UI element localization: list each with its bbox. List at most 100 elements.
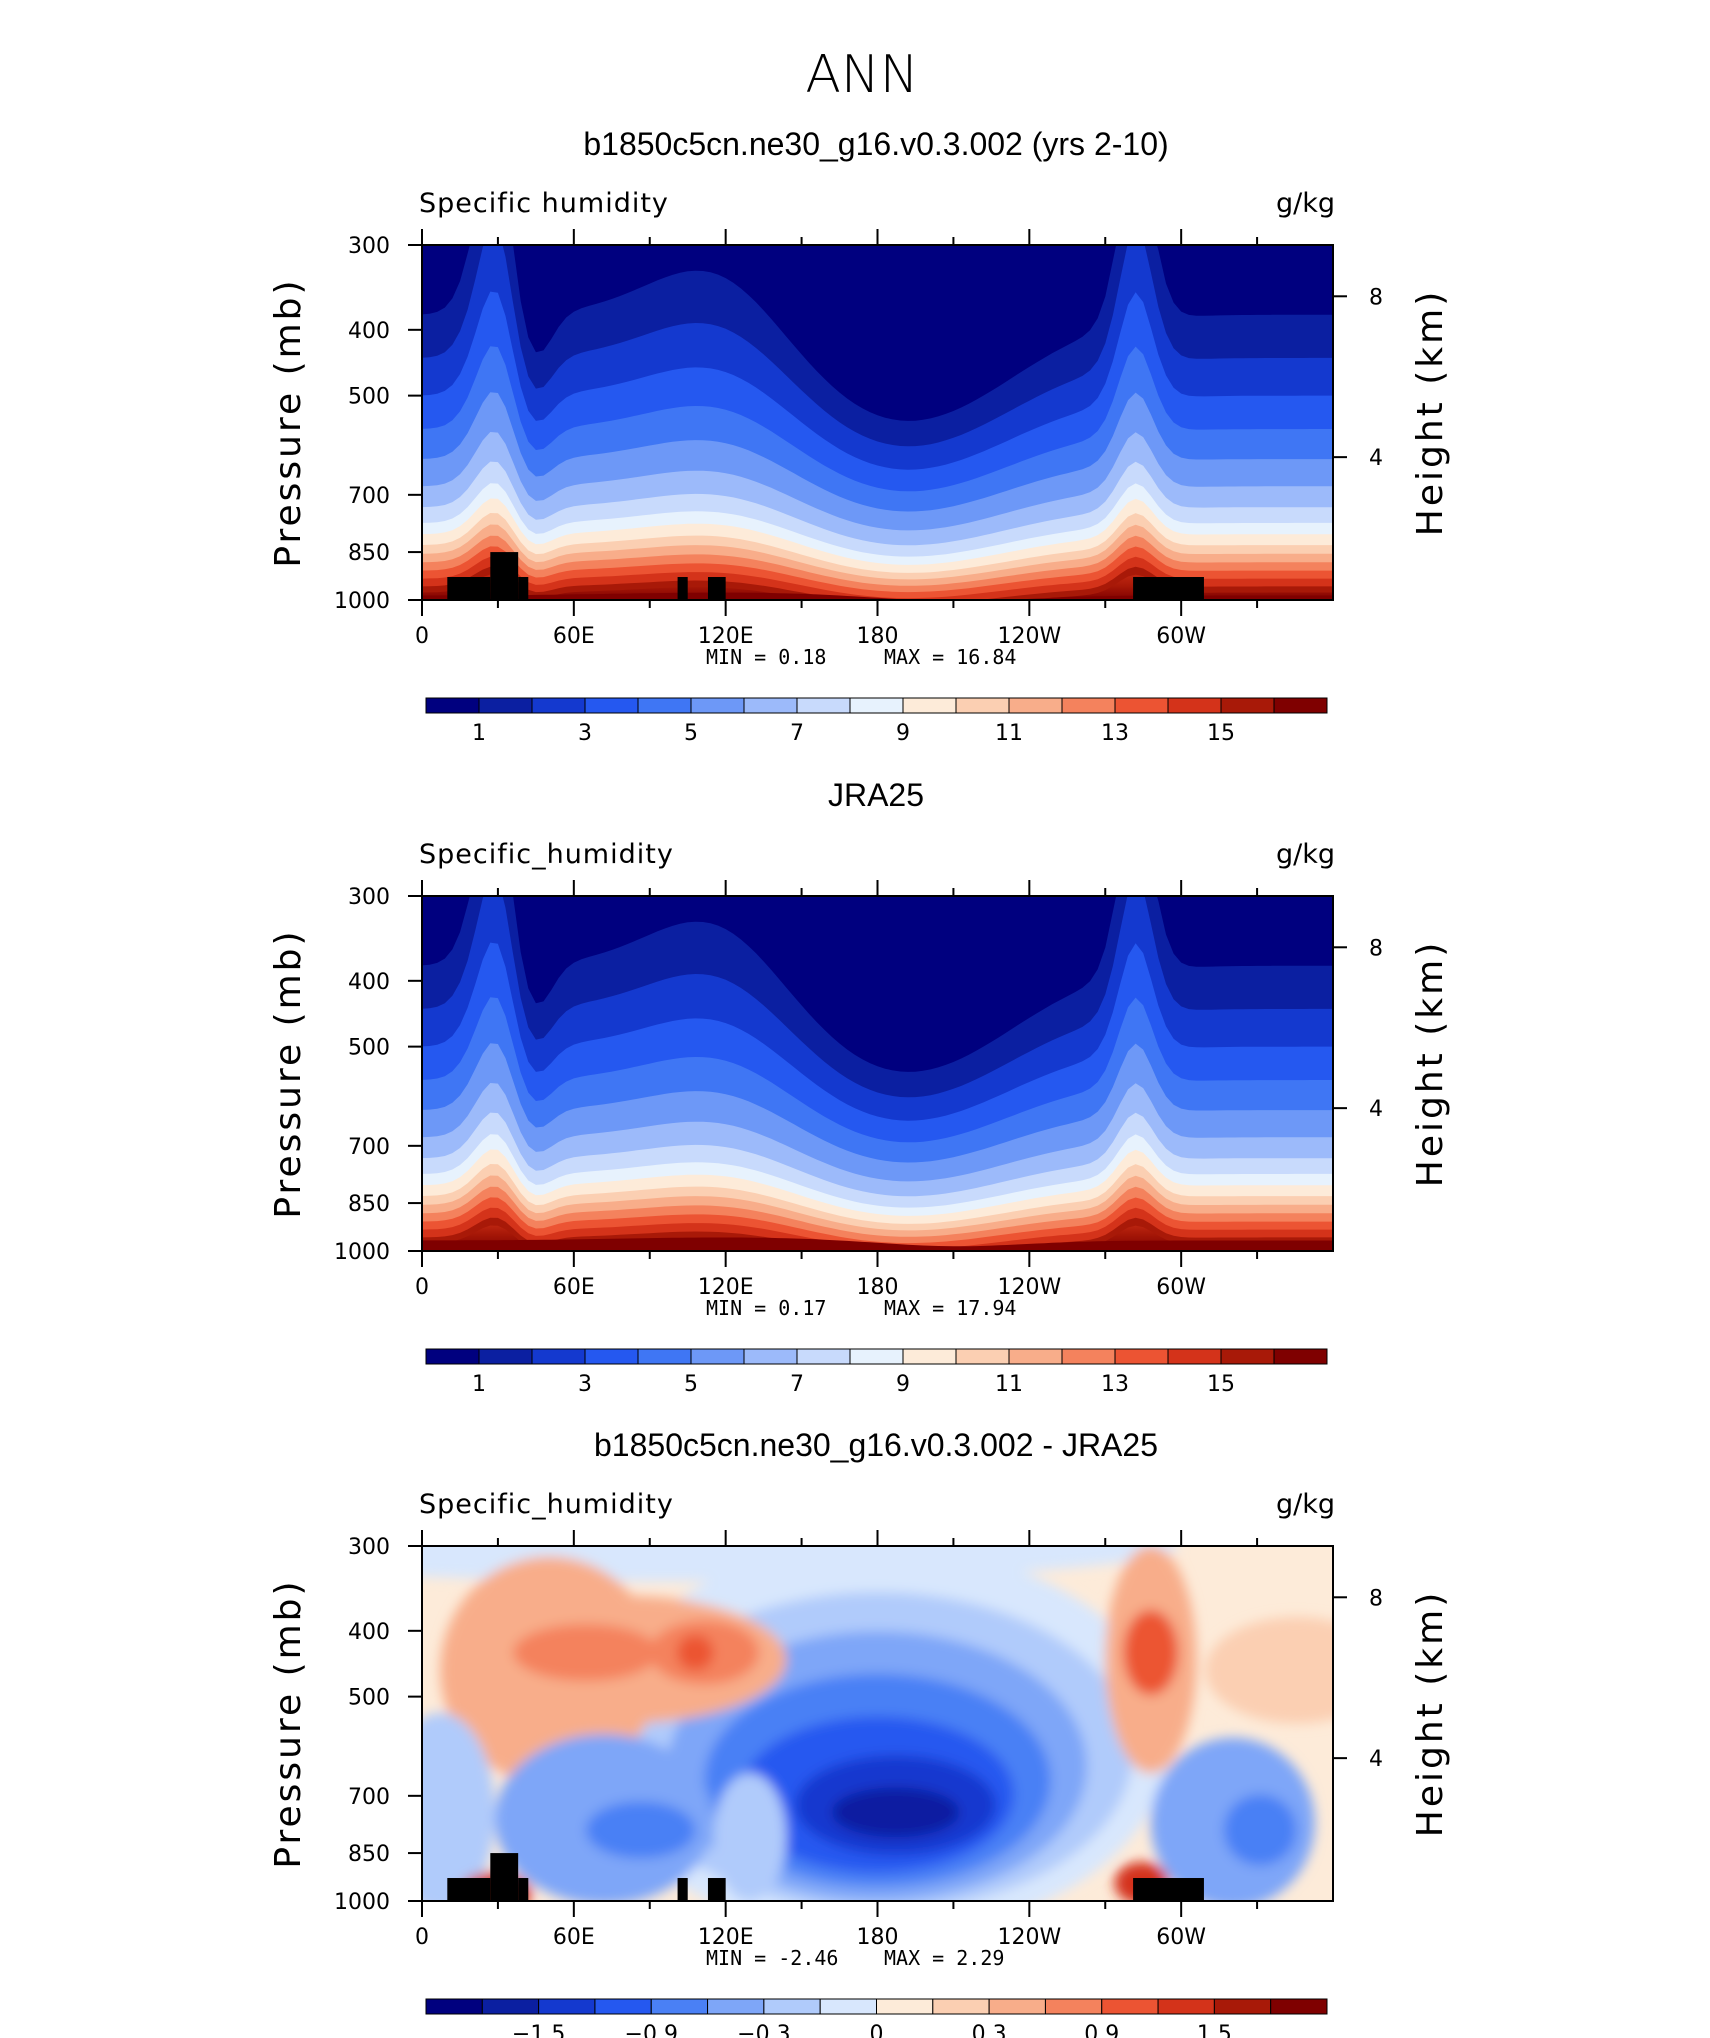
colorbar-swatch xyxy=(531,697,586,714)
colorbar-label: −1.5 xyxy=(512,2022,565,2038)
contour-band xyxy=(422,592,1333,600)
x-tick-label: 120W xyxy=(997,1925,1061,1950)
y-tick-label: 700 xyxy=(348,1135,390,1160)
x-tick-label: 120E xyxy=(698,1925,754,1950)
contour-region xyxy=(1123,1609,1179,1696)
colorbar-label: 5 xyxy=(684,1372,698,1397)
min-value: MIN = 0.17 xyxy=(706,1296,826,1320)
panel-title: b1850c5cn.ne30_g16.v0.3.002 (yrs 2-10) xyxy=(583,126,1168,162)
y-tick-label: 1000 xyxy=(334,1240,390,1265)
contour-field xyxy=(422,245,1333,600)
colorbar-swatch xyxy=(1008,1348,1063,1365)
y2-tick-label: 4 xyxy=(1369,1747,1383,1772)
colorbar-label: 1 xyxy=(472,1372,486,1397)
x-tick-label: 180 xyxy=(857,1275,899,1300)
colorbar: 1 3 5 7 9 11 13 15 xyxy=(425,697,1328,746)
colorbar-swatch xyxy=(932,1998,990,2015)
colorbar-swatch xyxy=(1157,1998,1215,2015)
colorbar-swatch xyxy=(819,1998,877,2015)
contour-region xyxy=(713,1773,787,1901)
colorbar-label: 15 xyxy=(1207,721,1235,746)
colorbar-swatch xyxy=(538,1998,596,2015)
topography-block xyxy=(707,1878,726,1901)
colorbar-label: 1 xyxy=(472,721,486,746)
colorbar-swatch xyxy=(594,1998,652,2015)
y-tick-label: 400 xyxy=(348,1620,390,1645)
colorbar-swatch xyxy=(763,1998,821,2015)
contour-region xyxy=(831,1787,960,1838)
x-tick-label: 60W xyxy=(1156,624,1206,649)
contour-region xyxy=(513,1624,659,1681)
x-tick-label: 0 xyxy=(415,624,429,649)
colorbar-swatch xyxy=(849,1348,904,1365)
variable-label: Specific_humidity xyxy=(419,839,674,870)
units-label: g/kg xyxy=(1276,839,1335,870)
x-tick-label: 60W xyxy=(1156,1925,1206,1950)
colorbar-swatch xyxy=(1167,697,1222,714)
contour-band xyxy=(422,1237,1333,1251)
y-tick-label: 850 xyxy=(348,1842,390,1867)
colorbar-label: 0.3 xyxy=(972,2022,1007,2038)
x-tick-label: 120W xyxy=(997,624,1061,649)
max-value: MAX = 2.29 xyxy=(884,1946,1004,1970)
y2-axis-title: Height (km) xyxy=(1410,940,1451,1187)
colorbar: 1 3 5 7 9 11 13 15 xyxy=(425,1348,1328,1397)
colorbar-swatch xyxy=(690,1348,745,1365)
min-value: MIN = -2.46 xyxy=(706,1946,838,1970)
colorbar-swatch xyxy=(1008,697,1063,714)
colorbar-label: 1.5 xyxy=(1197,2022,1232,2038)
max-value: MAX = 16.84 xyxy=(884,645,1016,669)
topography-block xyxy=(447,1878,491,1901)
x-tick-label: 0 xyxy=(415,1275,429,1300)
colorbar-swatch xyxy=(988,1998,1046,2015)
y-axis-title: Pressure (mb) xyxy=(268,928,309,1218)
y2-axis-title: Height (km) xyxy=(1410,1590,1451,1837)
topography-block xyxy=(490,1853,519,1901)
y-tick-label: 300 xyxy=(348,1535,390,1560)
y-tick-label: 500 xyxy=(348,385,390,410)
colorbar-label: 13 xyxy=(1101,1372,1129,1397)
colorbar-swatch xyxy=(955,697,1010,714)
colorbar-label: 9 xyxy=(896,1372,910,1397)
x-tick-label: 120E xyxy=(698,624,754,649)
figure-title: ANN xyxy=(805,45,918,105)
colorbar-label: 5 xyxy=(684,721,698,746)
colorbar-label: 0.9 xyxy=(1084,2022,1119,2038)
colorbar-swatch xyxy=(425,697,480,714)
topography-block xyxy=(707,577,726,600)
panel-title: JRA25 xyxy=(828,777,924,813)
x-tick-label: 0 xyxy=(415,1925,429,1950)
colorbar-swatch xyxy=(1061,1348,1116,1365)
colorbar-swatch xyxy=(1061,697,1116,714)
topography-block xyxy=(677,1878,688,1901)
y-tick-label: 500 xyxy=(348,1686,390,1711)
colorbar-swatch xyxy=(796,697,851,714)
colorbar-label: 3 xyxy=(578,1372,592,1397)
y2-axis-title: Height (km) xyxy=(1410,289,1451,536)
colorbar-swatch xyxy=(955,1348,1010,1365)
colorbar-swatch xyxy=(1273,1348,1328,1365)
colorbar-swatch xyxy=(478,697,533,714)
y-tick-label: 850 xyxy=(348,1192,390,1217)
panel-1: b1850c5cn.ne30_g16.v0.3.002 (yrs 2-10) Sp… xyxy=(268,126,1451,746)
x-tick-label: 60E xyxy=(553,1925,595,1950)
topography-block xyxy=(677,577,688,600)
contour-field xyxy=(422,1546,1333,1901)
y2-tick-label: 4 xyxy=(1369,446,1383,471)
x-tick-label: 120E xyxy=(698,1275,754,1300)
colorbar-label: 9 xyxy=(896,721,910,746)
colorbar-swatch xyxy=(478,1348,533,1365)
colorbar-swatch xyxy=(876,1998,934,2015)
y-tick-label: 300 xyxy=(348,885,390,910)
x-tick-label: 120W xyxy=(997,1275,1061,1300)
y-tick-label: 500 xyxy=(348,1036,390,1061)
colorbar-swatch xyxy=(1044,1998,1103,2015)
x-tick-label: 60W xyxy=(1156,1275,1206,1300)
topography-block xyxy=(447,577,491,600)
panel-3: b1850c5cn.ne30_g16.v0.3.002 - JRA25 Speci… xyxy=(268,1427,1451,2038)
colorbar-swatch xyxy=(637,1348,692,1365)
colorbar-swatch xyxy=(743,1348,798,1365)
colorbar-swatch xyxy=(1220,697,1275,714)
units-label: g/kg xyxy=(1276,188,1335,219)
contour-region xyxy=(1205,1617,1333,1724)
